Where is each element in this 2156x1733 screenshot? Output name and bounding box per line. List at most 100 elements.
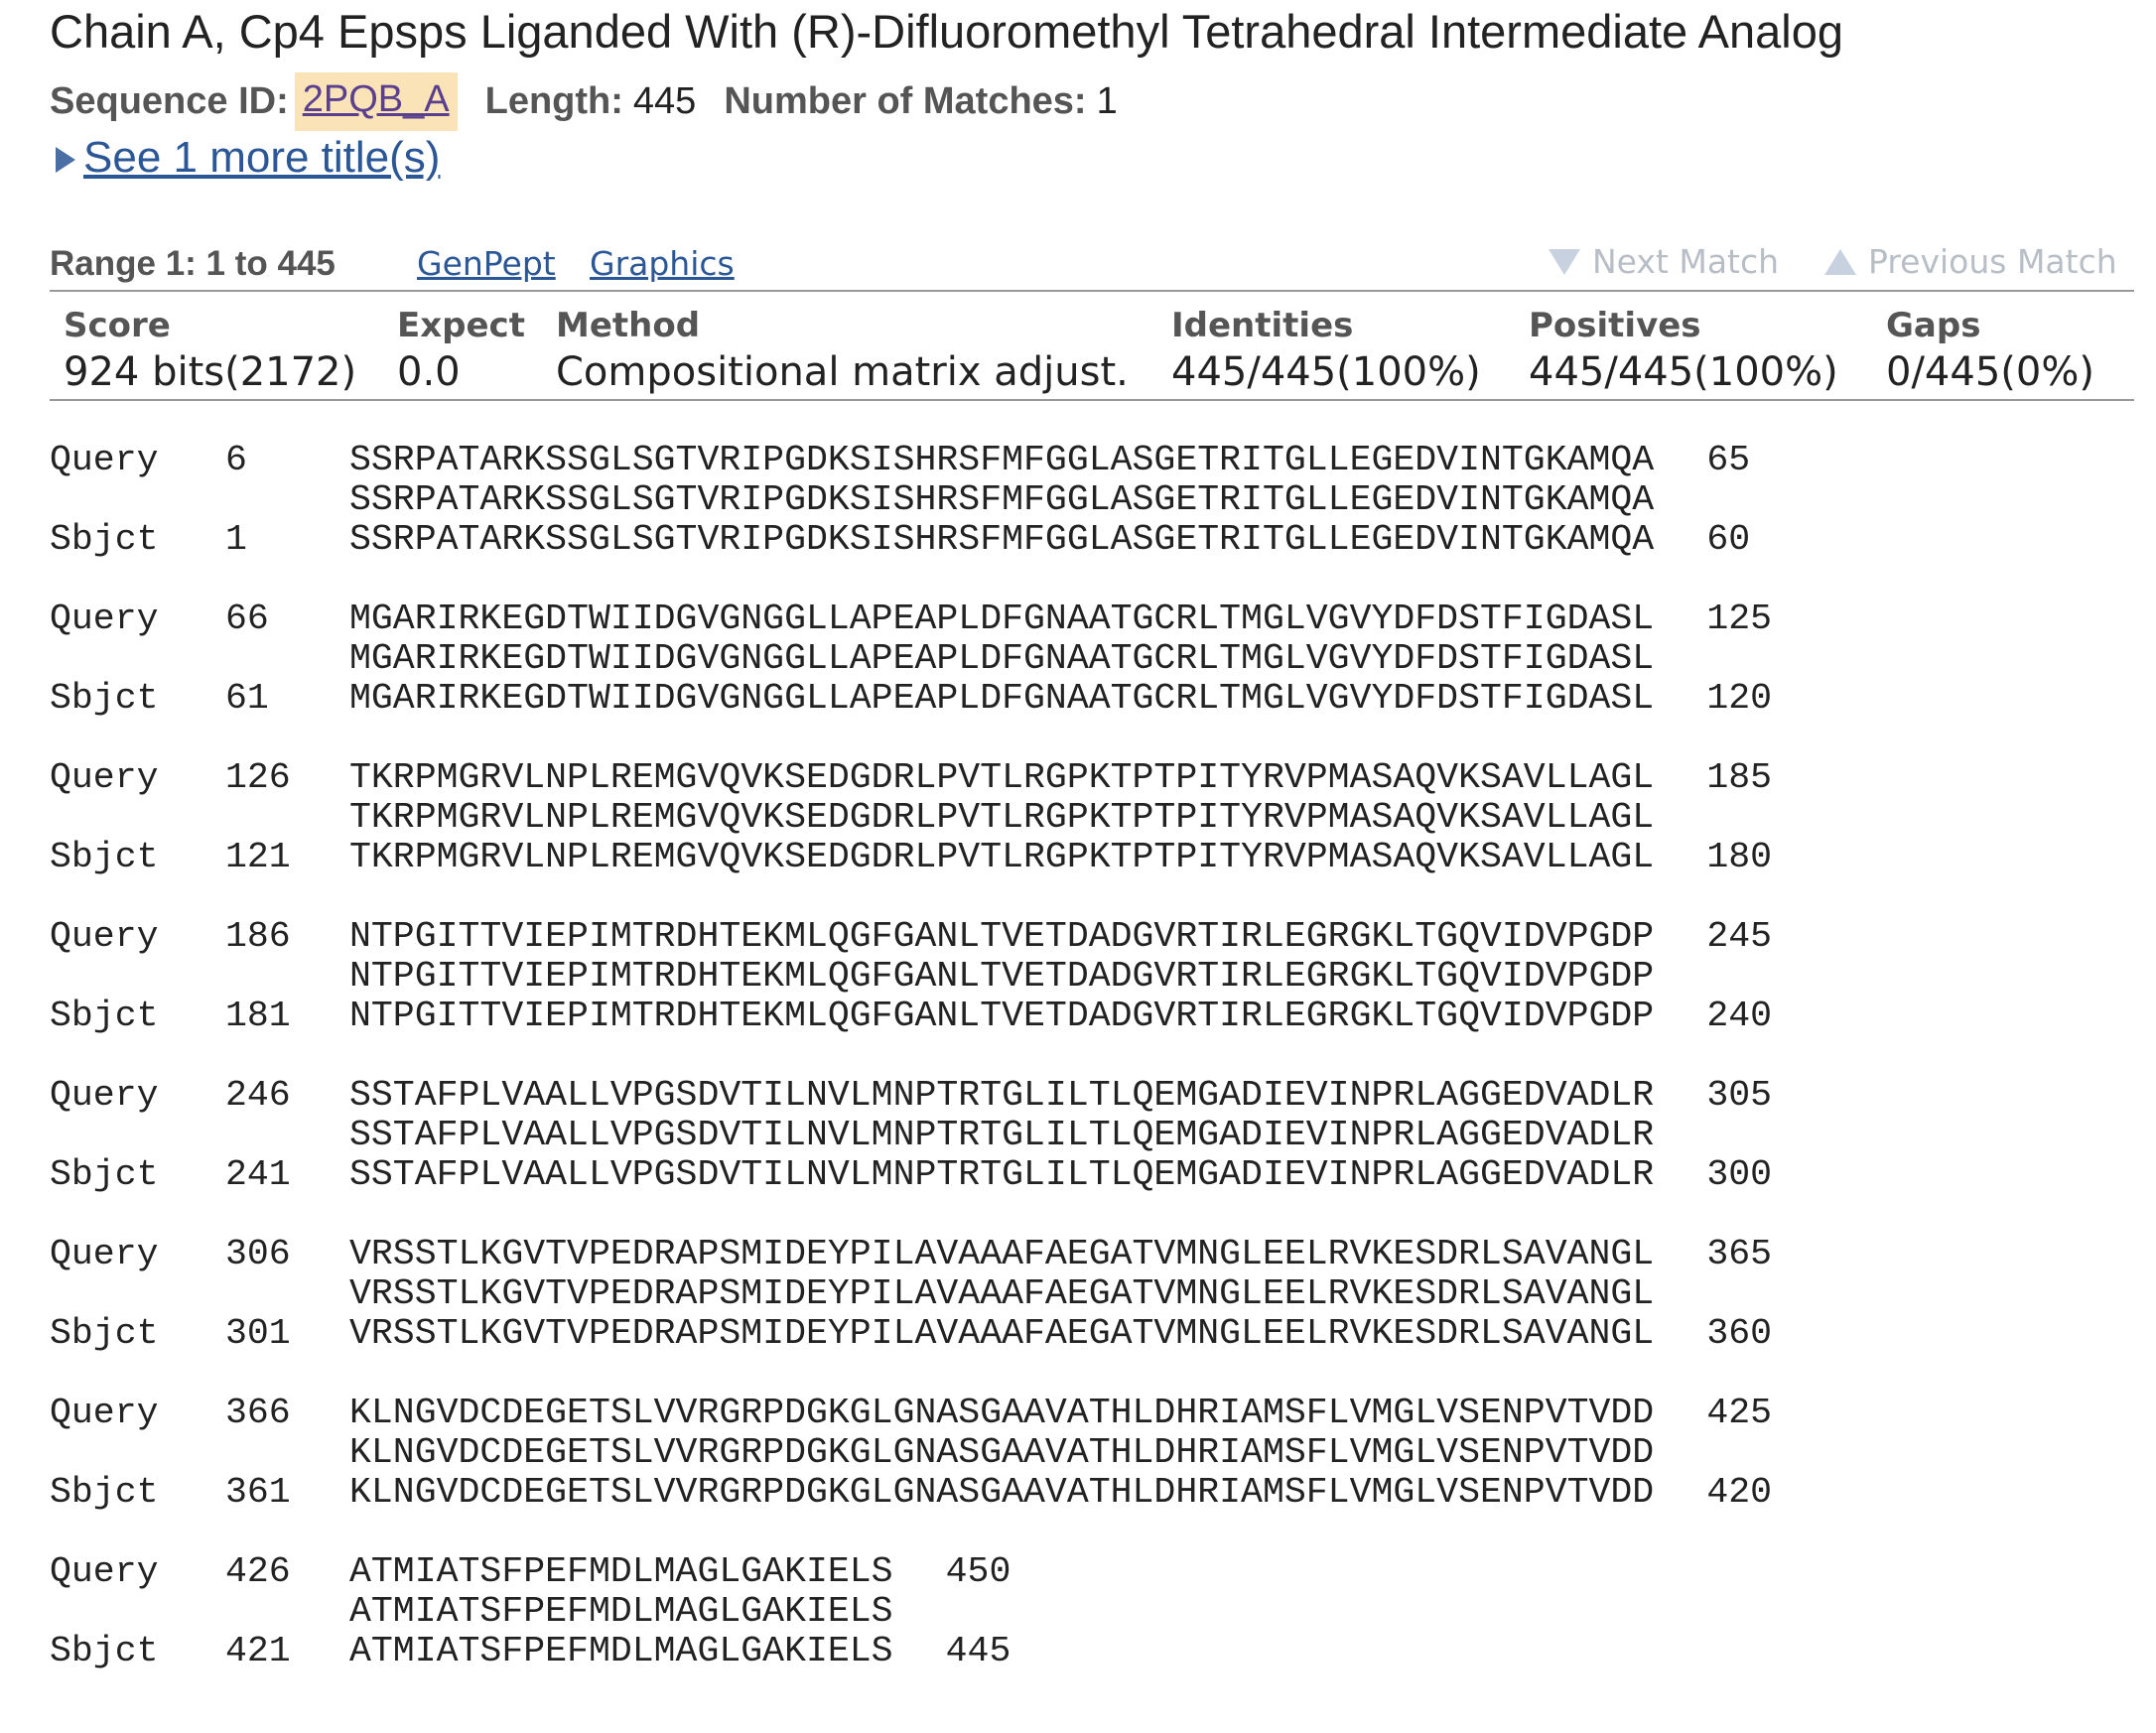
sbjct-start: 421 (225, 1631, 291, 1671)
query-start: 126 (225, 757, 291, 798)
query-start: 426 (225, 1551, 291, 1592)
method-header: Method (556, 306, 701, 345)
sbjct-end: 60 (1706, 519, 1751, 560)
sbjct-label: Sbjct (50, 519, 159, 560)
query-sequence: NTPGITTVIEPIMTRDHTEKMLQGFGANLTVETDADGVRT… (349, 916, 1655, 957)
score-header: Score (64, 306, 171, 345)
query-end: 425 (1706, 1393, 1773, 1433)
sbjct-start: 61 (225, 678, 269, 719)
length-value: 445 (632, 79, 697, 122)
query-label: Query (50, 599, 159, 639)
genpept-link[interactable]: GenPept (417, 244, 556, 283)
sbjct-start: 241 (225, 1154, 291, 1195)
matches-value: 1 (1096, 79, 1118, 122)
sbjct-sequence: TKRPMGRVLNPLREMGVQVKSEDGDRLPVTLRGPKTPTPI… (349, 837, 1655, 877)
identities-value: 445/445(100%) (1171, 349, 1481, 395)
sbjct-label: Sbjct (50, 996, 159, 1036)
expand-triangle-icon (56, 147, 75, 173)
query-end: 245 (1706, 916, 1773, 957)
range-label: Range 1: 1 to 445 (50, 244, 336, 283)
sbjct-sequence: NTPGITTVIEPIMTRDHTEKMLQGFGANLTVETDADGVRT… (349, 996, 1655, 1036)
query-end: 365 (1706, 1234, 1773, 1274)
sbjct-label: Sbjct (50, 1472, 159, 1513)
expect-header: Expect (397, 306, 525, 345)
sbjct-sequence: KLNGVDCDEGETSLVVRGRPDGKGLGNASGAAVATHLDHR… (349, 1472, 1655, 1513)
sbjct-sequence: MGARIRKEGDTWIIDGVGNGGLLAPEAPLDFGNAATGCRL… (349, 678, 1655, 719)
query-sequence: SSTAFPLVAALLVPGSDVTILNVLMNPTRTGLILTLQEMG… (349, 1075, 1655, 1116)
score-value: 924 bits(2172) (64, 349, 357, 395)
sbjct-end: 240 (1706, 996, 1773, 1036)
sbjct-end: 300 (1706, 1154, 1773, 1195)
range-row: Range 1: 1 to 445 GenPept Graphics Next … (50, 238, 2134, 288)
sbjct-end: 180 (1706, 837, 1773, 877)
previous-match-button[interactable]: Previous Match (1824, 242, 2117, 281)
query-start: 366 (225, 1393, 291, 1433)
sbjct-start: 1 (225, 519, 247, 560)
more-titles-link[interactable]: See 1 more title(s) (83, 133, 441, 182)
sbjct-end: 120 (1706, 678, 1773, 719)
sbjct-end: 445 (945, 1631, 1011, 1671)
sbjct-label: Sbjct (50, 1313, 159, 1354)
query-label: Query (50, 440, 159, 480)
match-midline: MGARIRKEGDTWIIDGVGNGGLLAPEAPLDFGNAATGCRL… (349, 638, 1655, 679)
graphics-link[interactable]: Graphics (590, 244, 735, 283)
sbjct-start: 121 (225, 837, 291, 877)
query-end: 185 (1706, 757, 1773, 798)
match-midline: SSRPATARKSSGLSGTVRIPGDKSISHRSFMFGGLASGET… (349, 479, 1655, 520)
query-sequence: SSRPATARKSSGLSGTVRIPGDKSISHRSFMFGGLASGET… (349, 440, 1655, 480)
query-sequence: TKRPMGRVLNPLREMGVQVKSEDGDRLPVTLRGPKTPTPI… (349, 757, 1655, 798)
query-start: 306 (225, 1234, 291, 1274)
sbjct-start: 361 (225, 1472, 291, 1513)
gaps-header: Gaps (1886, 306, 1981, 345)
gaps-value: 0/445(0%) (1886, 349, 2094, 395)
query-sequence: MGARIRKEGDTWIIDGVGNGGLLAPEAPLDFGNAATGCRL… (349, 599, 1655, 639)
identities-header: Identities (1171, 306, 1354, 345)
matches-label: Number of Matches: (724, 79, 1087, 122)
match-midline: ATMIATSFPEFMDLMAGLGAKIELS (349, 1591, 893, 1632)
match-midline: KLNGVDCDEGETSLVVRGRPDGKGLGNASGAAVATHLDHR… (349, 1432, 1655, 1473)
sbjct-label: Sbjct (50, 1631, 159, 1671)
query-sequence: VRSSTLKGVTVPEDRAPSMIDEYPILAVAAAFAEGATVMN… (349, 1234, 1655, 1274)
sbjct-label: Sbjct (50, 678, 159, 719)
sbjct-sequence: VRSSTLKGVTVPEDRAPSMIDEYPILAVAAAFAEGATVMN… (349, 1313, 1655, 1354)
query-label: Query (50, 757, 159, 798)
match-midline: TKRPMGRVLNPLREMGVQVKSEDGDRLPVTLRGPKTPTPI… (349, 797, 1655, 838)
sequence-id-label: Sequence ID: (50, 79, 289, 122)
sbjct-label: Sbjct (50, 837, 159, 877)
sbjct-label: Sbjct (50, 1154, 159, 1195)
more-titles-toggle[interactable]: See 1 more title(s) (56, 133, 440, 183)
positives-header: Positives (1529, 306, 1701, 345)
next-match-button[interactable]: Next Match (1549, 242, 1779, 281)
query-label: Query (50, 1393, 159, 1433)
match-midline: SSTAFPLVAALLVPGSDVTILNVLMNPTRTGLILTLQEMG… (349, 1115, 1655, 1155)
match-midline: NTPGITTVIEPIMTRDHTEKMLQGFGANLTVETDADGVRT… (349, 956, 1655, 997)
sbjct-start: 181 (225, 996, 291, 1036)
match-midline: VRSSTLKGVTVPEDRAPSMIDEYPILAVAAAFAEGATVMN… (349, 1273, 1655, 1314)
query-start: 66 (225, 599, 269, 639)
sequence-meta: Sequence ID: 2PQB_A Length: 445 Number o… (50, 71, 1118, 131)
expect-value: 0.0 (397, 349, 461, 395)
page-title: Chain A, Cp4 Epsps Liganded With (R)-Dif… (50, 5, 1843, 58)
query-end: 125 (1706, 599, 1773, 639)
query-label: Query (50, 1234, 159, 1274)
query-label: Query (50, 916, 159, 957)
divider-bottom (50, 399, 2134, 401)
query-label: Query (50, 1075, 159, 1116)
sbjct-sequence: SSRPATARKSSGLSGTVRIPGDKSISHRSFMFGGLASGET… (349, 519, 1655, 560)
down-triangle-icon (1549, 248, 1580, 275)
sbjct-end: 360 (1706, 1313, 1773, 1354)
query-end: 450 (945, 1551, 1011, 1592)
sbjct-sequence: ATMIATSFPEFMDLMAGLGAKIELS (349, 1631, 893, 1671)
query-sequence: ATMIATSFPEFMDLMAGLGAKIELS (349, 1551, 893, 1592)
query-sequence: KLNGVDCDEGETSLVVRGRPDGKGLGNASGAAVATHLDHR… (349, 1393, 1655, 1433)
next-match-label: Next Match (1592, 242, 1780, 281)
sequence-id-link[interactable]: 2PQB_A (294, 71, 458, 131)
divider-top (50, 290, 2134, 292)
positives-value: 445/445(100%) (1529, 349, 1838, 395)
query-end: 65 (1706, 440, 1751, 480)
sbjct-sequence: SSTAFPLVAALLVPGSDVTILNVLMNPTRTGLILTLQEMG… (349, 1154, 1655, 1195)
sbjct-end: 420 (1706, 1472, 1773, 1513)
previous-match-label: Previous Match (1868, 242, 2117, 281)
query-start: 186 (225, 916, 291, 957)
query-label: Query (50, 1551, 159, 1592)
